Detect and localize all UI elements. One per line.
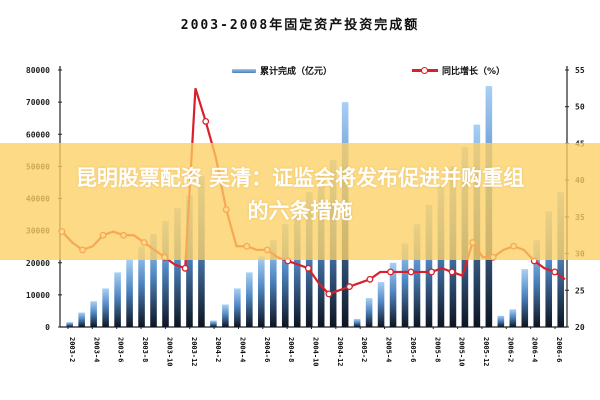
headline-line-1: 昆明股票配资 吴清：证监会将发布促进并购重组 — [75, 166, 525, 190]
line-marker — [448, 268, 456, 276]
x-axis-tick: 2004-10 — [312, 337, 320, 367]
headline-line-2: 的六条措施 — [247, 199, 353, 223]
bar — [269, 240, 277, 327]
line-marker — [345, 283, 353, 291]
left-axis-tick: 10000 — [26, 291, 50, 300]
x-axis-tick: 2003-8 — [141, 337, 149, 362]
overlay-headline[interactable]: 昆明股票配资 吴清：证监会将发布促进并购重组 的六条措施 — [0, 162, 600, 228]
bar — [497, 315, 505, 327]
bar — [389, 262, 397, 327]
x-axis-tick: 2004-8 — [287, 337, 295, 362]
bar — [293, 208, 301, 327]
bar — [401, 243, 409, 327]
x-axis-tick: 2004-12 — [336, 337, 344, 367]
line-marker — [407, 268, 415, 276]
line-marker — [325, 290, 333, 298]
bar — [521, 269, 529, 327]
bar — [138, 246, 145, 327]
bar — [509, 309, 517, 327]
bar — [102, 288, 109, 327]
bar — [66, 322, 73, 327]
x-axis-tick: 2003-2 — [68, 337, 76, 362]
legend-bar-label: 累计完成（亿元） — [260, 67, 333, 77]
x-axis-tick: 2005-6 — [409, 337, 417, 362]
line-marker — [202, 117, 210, 125]
right-axis-tick: 50 — [575, 103, 585, 112]
x-axis-tick: 2003-6 — [117, 337, 125, 362]
bar — [126, 259, 133, 327]
bar — [174, 208, 181, 327]
chart-title: 2003-2008年固定资产投资完成额 — [180, 18, 420, 33]
line-marker — [551, 268, 559, 276]
bar — [533, 240, 541, 327]
bar — [78, 312, 85, 327]
left-axis-tick: 60000 — [26, 130, 50, 139]
x-axis-tick: 2006-4 — [531, 337, 539, 362]
x-axis-tick: 2005-10 — [458, 337, 466, 367]
x-axis-tick: 2005-4 — [385, 337, 393, 362]
x-axis-tick: 2003-4 — [92, 337, 100, 362]
left-axis-tick: 20000 — [26, 259, 50, 268]
bar — [353, 318, 361, 327]
overlay-banner — [0, 143, 600, 260]
bar — [377, 282, 385, 327]
bar — [210, 320, 217, 327]
right-axis-tick: 20 — [575, 323, 585, 332]
x-axis-tick: 2006-2 — [506, 337, 514, 362]
line-marker — [387, 268, 394, 276]
bar — [281, 224, 289, 327]
right-axis-tick: 55 — [575, 66, 585, 75]
bar — [150, 233, 157, 327]
x-axis-tick: 2006-6 — [555, 337, 563, 362]
x-axis-tick: 2004-6 — [263, 337, 271, 362]
line-marker — [304, 264, 312, 272]
left-axis-tick: 70000 — [26, 98, 50, 107]
x-axis-tick: 2003-12 — [190, 337, 198, 367]
legend-item-bar: 累计完成（亿元） — [232, 64, 332, 77]
bar — [246, 272, 253, 327]
x-axis-tick: 2004-2 — [214, 337, 222, 362]
bar — [365, 298, 373, 327]
x-axis-tick: 2005-2 — [360, 337, 368, 362]
bar — [162, 220, 169, 327]
bar — [425, 204, 433, 327]
x-axis-tick: 2005-12 — [482, 337, 490, 367]
legend-line-label: 同比增长（%） — [442, 67, 506, 77]
left-axis-tick: 80000 — [26, 66, 50, 75]
line-marker — [181, 264, 189, 272]
line-marker — [366, 275, 374, 283]
right-axis-tick: 25 — [575, 286, 585, 295]
legend-bar-swatch-icon — [232, 68, 256, 73]
x-axis-tick: 2003-10 — [165, 337, 173, 367]
legend-item-line: 同比增长（%） — [412, 64, 505, 77]
bar — [114, 272, 121, 327]
x-axis-tick: 2005-8 — [433, 337, 441, 362]
x-axis-tick: 2004-4 — [238, 337, 246, 362]
bar — [234, 288, 241, 327]
bar — [222, 304, 229, 327]
bar — [258, 256, 265, 327]
left-axis-tick: 0 — [45, 323, 50, 332]
line-marker — [428, 268, 436, 276]
bar — [413, 224, 421, 327]
legend-line-swatch-icon — [412, 67, 438, 74]
bar — [90, 301, 97, 327]
bar — [186, 195, 193, 327]
